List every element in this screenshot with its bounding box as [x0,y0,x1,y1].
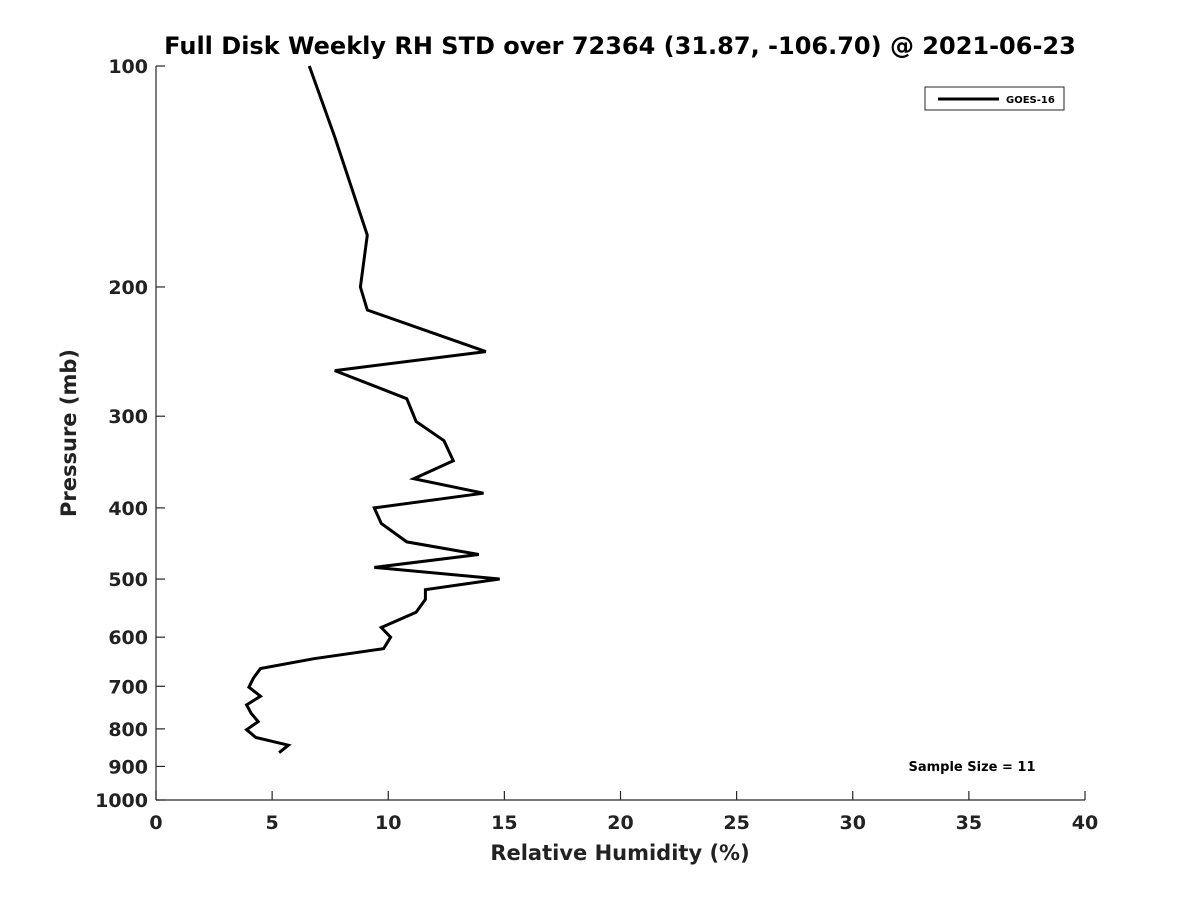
y-tick-label: 800 [108,719,148,741]
legend-entry-goes-16: GOES-16 [1006,95,1055,106]
series-layer [244,65,500,754]
y-axis-label: Pressure (mb) [57,349,81,517]
x-tick-label: 30 [840,812,866,834]
y-tick-label: 1000 [95,790,148,812]
y-tick-label: 900 [108,756,148,778]
y-tick-label: 500 [108,569,148,591]
y-tick-label: 600 [108,627,148,649]
series-line-goes-16 [244,65,500,754]
y-tick-label: 300 [108,406,148,428]
y-tick-label: 100 [108,56,148,78]
y-tick-label: 200 [108,277,148,299]
x-tick-label: 25 [723,812,749,834]
x-tick-label: 20 [607,812,633,834]
x-tick-label: 0 [149,812,162,834]
y-tick-label: 700 [108,676,148,698]
plot-area: 0 5 10 15 20 25 30 35 40 100 200 300 400 500 600 700 80… [95,56,1098,834]
x-tick-label: 15 [491,812,517,834]
chart-title: Full Disk Weekly RH STD over 72364 (31.8… [164,32,1076,60]
legend: GOES-16 [924,86,1065,111]
y-axis-ticks: 100 200 300 400 500 600 700 800 900 1000 [95,56,165,812]
x-tick-label: 10 [375,812,401,834]
x-tick-label: 35 [956,812,982,834]
x-tick-label: 40 [1072,812,1098,834]
sample-size-annotation: Sample Size = 11 [908,760,1035,775]
plot-frame [156,66,1085,800]
y-tick-label: 400 [108,498,148,520]
x-tick-label: 5 [266,812,279,834]
x-axis-label: Relative Humidity (%) [490,841,749,865]
x-axis-ticks: 0 5 10 15 20 25 30 35 40 [149,791,1098,834]
